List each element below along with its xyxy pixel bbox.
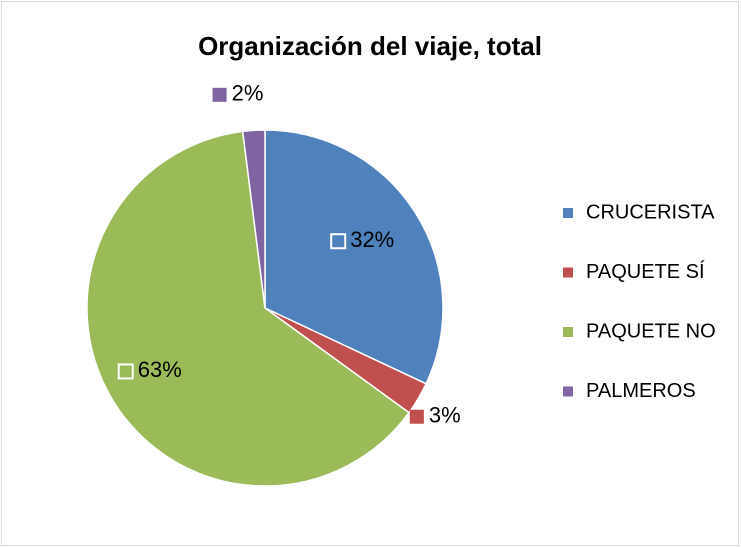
legend-label: PAQUETE SÍ	[586, 260, 705, 283]
label-marker	[212, 87, 227, 102]
legend-swatch	[563, 386, 573, 397]
data-label: 2%	[232, 81, 264, 106]
legend-label: PAQUETE NO	[586, 320, 716, 342]
legend-swatch	[563, 208, 573, 218]
legend-swatch	[563, 327, 573, 337]
label-marker	[330, 233, 347, 250]
legend-label: CRUCERISTA	[586, 201, 715, 223]
chart-title: Organización del viaje, total	[198, 31, 542, 61]
legend-label: PALMEROS	[586, 380, 696, 402]
pie-slice	[241, 129, 266, 309]
legend-swatch	[563, 267, 573, 278]
data-label: 63%	[138, 357, 182, 382]
data-label: 3%	[429, 403, 461, 428]
data-label: 32%	[350, 227, 394, 252]
pie-slice	[264, 129, 444, 385]
label-marker	[117, 363, 134, 380]
label-marker	[409, 409, 424, 424]
pie-slice	[86, 130, 411, 487]
